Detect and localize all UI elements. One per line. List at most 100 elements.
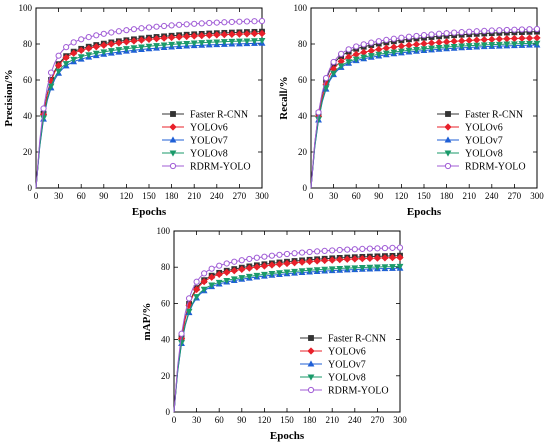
data-point (215, 270, 223, 279)
data-point (221, 19, 228, 26)
data-point (412, 40, 421, 49)
data-point (344, 246, 351, 253)
data-point (260, 271, 268, 279)
data-point (183, 21, 190, 28)
legend-marker (444, 123, 452, 131)
x-tick-label: 30 (192, 415, 202, 425)
data-point (366, 254, 374, 263)
data-point (238, 265, 246, 273)
x-tick-label: 300 (255, 191, 269, 201)
data-point (345, 59, 353, 66)
data-point (145, 35, 153, 44)
data-point (145, 24, 153, 31)
data-point (77, 54, 85, 61)
x-tick-label: 150 (280, 415, 294, 425)
data-point (375, 45, 383, 54)
data-point (427, 39, 436, 47)
data-point (258, 17, 266, 25)
data-point (291, 268, 298, 275)
data-point (190, 40, 198, 47)
data-point (495, 41, 503, 48)
data-point (343, 255, 351, 263)
y-tick-label: 100 (19, 3, 33, 13)
data-point (526, 26, 533, 33)
data-point (168, 22, 175, 29)
data-point (85, 52, 93, 59)
legend-marker (169, 136, 177, 143)
data-point (366, 245, 373, 252)
data-point (338, 50, 345, 57)
data-point (276, 251, 283, 258)
data-point (442, 38, 451, 46)
data-point (435, 45, 443, 52)
series-yolov8 (310, 40, 541, 189)
data-point (198, 20, 205, 27)
data-point (443, 30, 450, 37)
data-point (283, 269, 291, 276)
data-point (100, 41, 108, 49)
y-tick-label: 0 (166, 407, 171, 417)
x-tick-label: 0 (172, 415, 177, 425)
data-point (230, 276, 238, 283)
series-yolov6 (173, 253, 404, 413)
data-point (185, 295, 193, 302)
data-point (291, 250, 298, 257)
data-point (390, 35, 397, 42)
y-tick-label: 20 (23, 147, 33, 157)
data-point (228, 18, 235, 26)
data-point (503, 26, 510, 34)
data-point (488, 35, 496, 43)
data-point (450, 44, 458, 51)
data-point (473, 28, 480, 35)
data-point (115, 28, 122, 35)
data-point (390, 49, 398, 56)
data-point (213, 39, 221, 46)
data-point (435, 30, 443, 37)
data-point (253, 272, 261, 279)
data-point (420, 40, 428, 48)
x-tick-label: 180 (165, 191, 179, 201)
data-point (322, 85, 330, 92)
data-point (374, 245, 381, 252)
data-point (258, 29, 266, 38)
data-point (231, 258, 238, 265)
x-tick-label: 0 (34, 191, 39, 201)
data-point (216, 262, 223, 269)
data-point (306, 267, 314, 274)
y-axis-label: Recall/% (278, 76, 290, 119)
data-point (336, 256, 344, 264)
data-point (246, 255, 253, 263)
data-point (100, 30, 107, 37)
data-point (153, 43, 160, 50)
x-tick-label: 120 (258, 415, 272, 425)
data-point (200, 278, 208, 286)
data-point (298, 268, 306, 275)
data-point (465, 36, 473, 45)
data-point (250, 30, 259, 38)
data-point (107, 48, 115, 55)
data-point (208, 282, 216, 289)
data-point (518, 26, 526, 33)
x-tick-label: 150 (142, 191, 156, 201)
data-point (473, 36, 481, 44)
data-point (413, 32, 420, 40)
data-point (465, 43, 473, 50)
data-point (313, 267, 321, 274)
data-point (443, 44, 451, 51)
data-point (336, 246, 343, 254)
data-point (160, 42, 168, 49)
data-point (315, 109, 322, 116)
data-point (398, 34, 405, 41)
y-tick-label: 100 (157, 226, 171, 236)
data-point (122, 46, 130, 53)
data-point (298, 249, 306, 256)
data-point (428, 31, 435, 38)
data-point (152, 35, 161, 43)
data-point (192, 285, 201, 294)
data-point (290, 259, 299, 267)
x-tick-label: 60 (352, 191, 362, 201)
data-point (268, 261, 276, 269)
legend-marker (170, 111, 176, 117)
data-point (275, 260, 284, 268)
data-point (215, 279, 223, 286)
